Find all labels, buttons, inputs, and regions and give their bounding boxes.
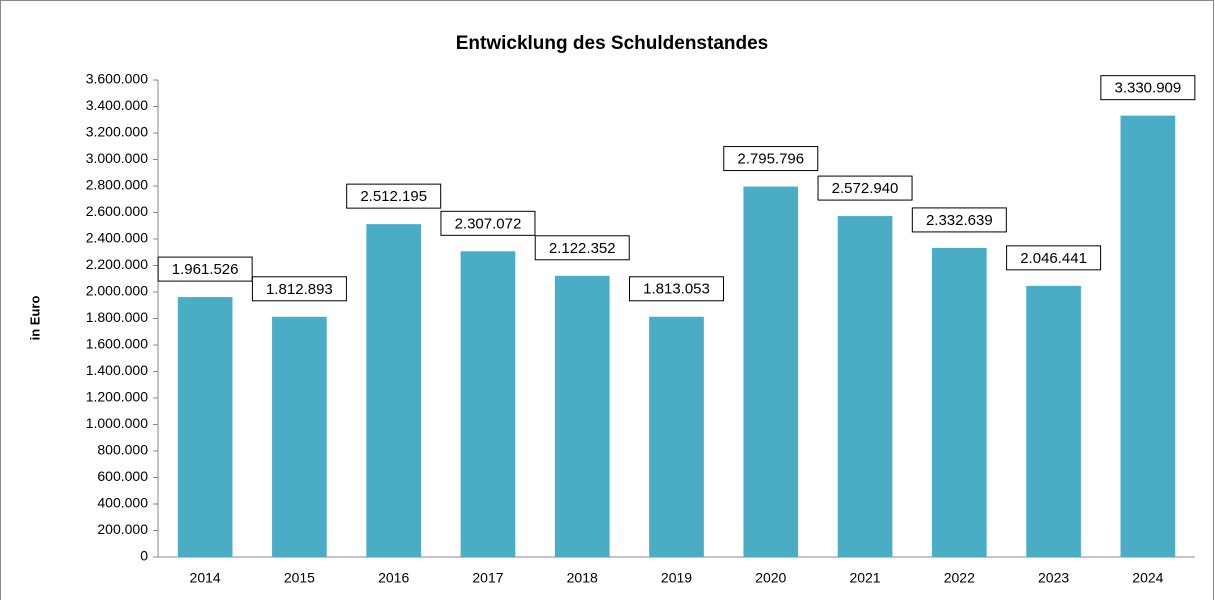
value-label: 2.122.352	[549, 240, 616, 257]
value-label: 2.572.940	[832, 180, 899, 197]
y-tick-label: 200.000	[97, 521, 148, 537]
value-label-box	[629, 276, 724, 302]
y-tick-label: 600.000	[97, 468, 148, 484]
value-label-box	[346, 183, 442, 209]
y-tick-label: 2.800.000	[86, 177, 148, 193]
value-label-box	[817, 175, 913, 201]
y-tick-label: 3.200.000	[86, 124, 148, 140]
value-label: 2.332.639	[926, 212, 993, 229]
value-label: 1.813.053	[643, 281, 710, 298]
value-label: 2.307.072	[455, 215, 522, 232]
bar	[837, 216, 893, 557]
y-tick-label: 0	[140, 548, 148, 564]
value-label: 2.795.796	[737, 151, 804, 168]
y-tick-label: 1.400.000	[86, 362, 148, 378]
value-label-box	[534, 235, 630, 261]
x-tick-label: 2020	[755, 570, 786, 586]
bar	[931, 247, 987, 557]
y-tick-label: 2.600.000	[86, 203, 148, 219]
y-tick-label: 1.800.000	[86, 309, 148, 325]
y-tick-label: 1.000.000	[86, 415, 148, 431]
value-label-box	[1100, 75, 1196, 101]
bar	[649, 316, 704, 557]
bar	[743, 186, 799, 557]
bar	[366, 224, 422, 557]
value-label: 3.330.909	[1114, 80, 1181, 97]
y-tick-label: 1.600.000	[86, 336, 148, 352]
bar	[1120, 115, 1176, 558]
y-tick-label: 3.400.000	[86, 97, 148, 113]
x-tick-label: 2024	[1132, 570, 1163, 586]
y-tick-label: 2.000.000	[86, 283, 148, 299]
y-tick-label: 400.000	[97, 495, 148, 511]
bar	[460, 251, 516, 557]
value-label: 1.812.893	[266, 281, 333, 298]
y-tick-label: 800.000	[97, 442, 148, 458]
value-label-box	[1006, 245, 1102, 271]
x-tick-label: 2017	[472, 570, 503, 586]
value-label-box	[157, 256, 253, 282]
x-tick-label: 2023	[1038, 570, 1069, 586]
bar	[1026, 285, 1081, 557]
x-tick-label: 2018	[567, 570, 598, 586]
bar	[177, 297, 233, 557]
y-tick-label: 2.400.000	[86, 230, 148, 246]
bar	[272, 316, 327, 557]
y-tick-label: 2.200.000	[86, 256, 148, 272]
bar	[554, 275, 610, 557]
value-label-box	[251, 276, 347, 302]
x-tick-label: 2021	[849, 570, 880, 586]
value-label-box	[440, 210, 536, 236]
value-label-box	[723, 146, 819, 172]
x-tick-label: 2015	[284, 570, 315, 586]
y-tick-label: 1.200.000	[86, 389, 148, 405]
y-tick-label: 3.600.000	[86, 71, 148, 87]
x-tick-label: 2014	[190, 570, 221, 586]
value-label: 1.961.526	[172, 261, 239, 278]
value-label: 2.046.441	[1020, 250, 1087, 267]
y-axis-label: in Euro	[27, 296, 42, 341]
x-tick-label: 2016	[378, 570, 409, 586]
x-tick-label: 2022	[944, 570, 975, 586]
value-label-box	[911, 207, 1007, 233]
x-tick-label: 2019	[661, 570, 692, 586]
value-label: 2.512.195	[360, 188, 427, 205]
chart-title: Entwicklung des Schuldenstandes	[456, 33, 769, 54]
y-tick-label: 3.000.000	[86, 150, 148, 166]
